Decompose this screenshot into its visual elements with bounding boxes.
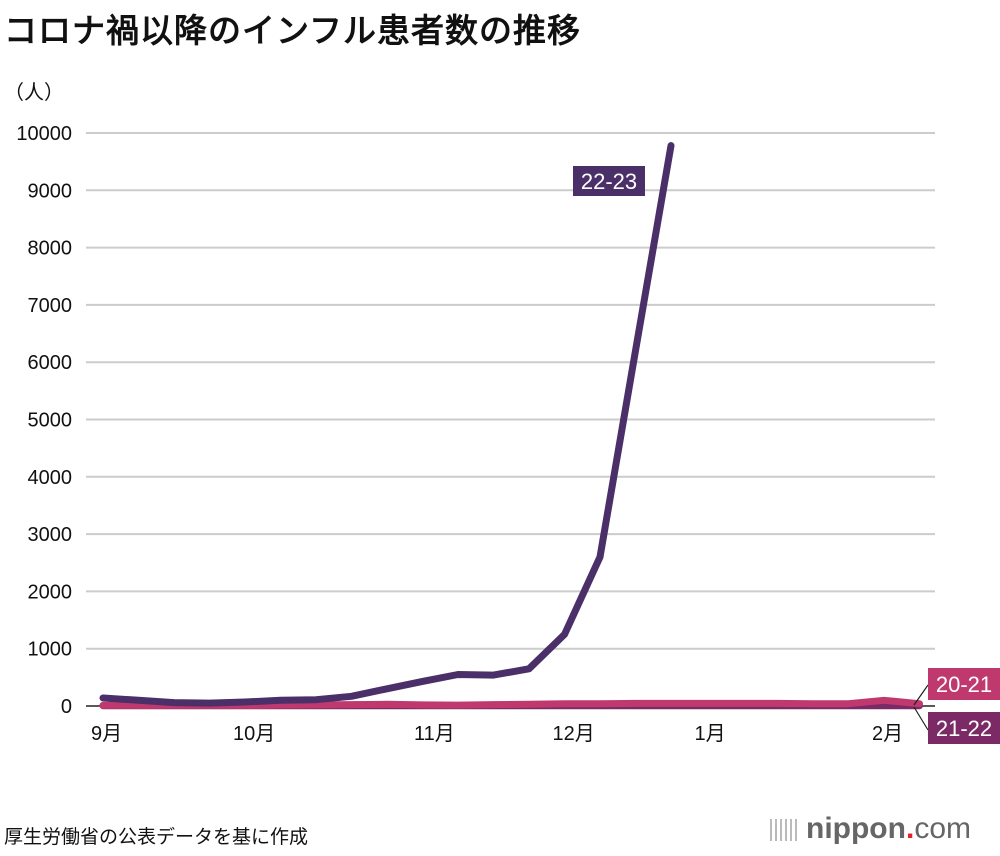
series-label-box-22-23: [573, 166, 645, 196]
y-tick-label: 2000: [28, 581, 73, 603]
y-tick-label: 7000: [28, 295, 73, 317]
y-tick-label: 8000: [28, 238, 73, 260]
x-tick-label: 2月: [872, 723, 903, 745]
chart-title: コロナ禍以降のインフル患者数の推移: [4, 12, 582, 49]
y-tick-label: 4000: [28, 467, 73, 489]
x-tick-label: 1月: [695, 723, 726, 745]
x-tick-label: 10月: [233, 723, 275, 745]
series-label-20-21: 20-21: [936, 672, 992, 697]
x-tick-label: 12月: [553, 723, 595, 745]
y-tick-label: 9000: [28, 180, 73, 202]
series-label-box-21-22: [928, 712, 1000, 744]
y-axis-unit: （人）: [4, 82, 64, 104]
x-tick-label: 9月: [91, 723, 122, 745]
y-tick-label: 1000: [28, 639, 73, 661]
nippon-logo: nippon.com: [770, 812, 971, 846]
series-label-22-23: 22-23: [581, 169, 637, 194]
x-tick-label: 11月: [414, 723, 455, 745]
series-line-22-23: [99, 142, 675, 707]
series-label-box-20-21: [928, 668, 1000, 700]
logo-bars-icon: [770, 819, 798, 842]
y-tick-label: 3000: [28, 524, 73, 546]
source-note: 厚生労働省の公表データを基に作成: [4, 827, 309, 848]
label-leader-21-22: [913, 706, 929, 731]
y-tick-label: 0: [61, 696, 72, 718]
series-label-21-22: 21-22: [936, 716, 992, 741]
y-tick-label: 10000: [16, 123, 72, 145]
y-tick-label: 6000: [28, 352, 73, 374]
y-tick-label: 5000: [28, 410, 73, 432]
label-leader-20-21: [913, 684, 929, 706]
